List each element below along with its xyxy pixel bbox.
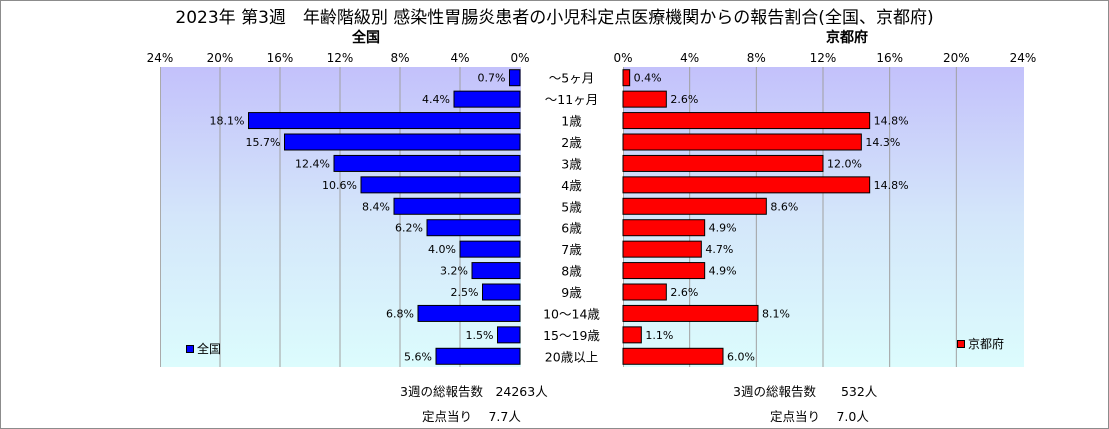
kyoto-legend: 京都府 [957, 335, 1004, 352]
kyoto-tick-label: 24% [1010, 51, 1037, 65]
kyoto-value-label: 8.6% [770, 200, 798, 213]
age-category-label: 2歳 [561, 135, 582, 150]
kyoto-bar [622, 240, 702, 258]
age-category-label: 6歳 [561, 221, 582, 236]
national-value-label: 4.0% [428, 243, 456, 256]
national-bar [509, 69, 521, 87]
chart-title: 2023年 第3週 年齢階級別 感染性胃腸炎患者の小児科定点医療機関からの報告割… [175, 8, 934, 28]
age-category-label: 9歳 [561, 285, 582, 300]
kyoto-legend-label: 京都府 [968, 337, 1005, 351]
kyoto-value-label: 2.6% [670, 93, 698, 106]
kyoto-panel-title: 京都府 [826, 30, 868, 46]
kyoto-tick-label: 8% [747, 51, 766, 65]
national-panel-title: 全国 [352, 30, 380, 46]
national-bar [248, 112, 521, 130]
kyoto-legend-swatch [957, 339, 965, 348]
national-value-label: 0.7% [478, 72, 506, 85]
kyoto-value-label: 14.8% [874, 179, 909, 192]
age-category-label: 1歳 [561, 114, 582, 129]
kyoto-tick-label: 20% [943, 51, 970, 65]
kyoto-value-label: 0.4% [634, 72, 662, 85]
national-total-reports: 3週の総報告数 24263人 [400, 384, 548, 399]
kyoto-value-label: 4.9% [709, 222, 737, 235]
age-category-label: 10～14歳 [543, 306, 600, 321]
national-tick-label: 12% [327, 51, 354, 65]
national-legend-label: 全国 [197, 342, 222, 356]
kyoto-bar [622, 219, 706, 237]
age-category-label: ～5ヶ月 [549, 71, 594, 86]
kyoto-bar [622, 112, 871, 130]
national-value-label: 5.6% [404, 350, 432, 363]
national-value-label: 6.8% [386, 307, 414, 320]
kyoto-value-label: 6.0% [727, 350, 755, 363]
age-category-label: 15～19歳 [543, 328, 600, 343]
national-bar [360, 176, 521, 194]
national-value-label: 1.5% [466, 329, 494, 342]
national-value-label: 6.2% [395, 222, 423, 235]
national-bar [284, 133, 521, 151]
national-bar [435, 347, 521, 365]
kyoto-tick-label: 12% [810, 51, 837, 65]
national-tick-label: 8% [390, 51, 409, 65]
national-bar [471, 262, 521, 280]
kyoto-value-label: 14.3% [865, 136, 900, 149]
age-category-label: ～11ヶ月 [545, 92, 598, 107]
kyoto-bar [622, 326, 642, 344]
kyoto-bar [622, 262, 706, 280]
kyoto-value-label: 4.9% [709, 265, 737, 278]
national-tick-label: 20% [207, 51, 234, 65]
national-bar [393, 197, 521, 215]
age-category-label: 8歳 [561, 264, 582, 279]
kyoto-bar [622, 176, 871, 194]
age-category-label: 20歳以上 [545, 349, 598, 364]
age-category-label: 7歳 [561, 242, 582, 257]
kyoto-bar [622, 133, 862, 151]
national-value-label: 2.5% [451, 286, 479, 299]
national-value-label: 10.6% [322, 179, 357, 192]
kyoto-bar [622, 197, 767, 215]
national-bar [453, 90, 521, 108]
national-tick-label: 24% [147, 51, 174, 65]
kyoto-bar [622, 304, 759, 322]
kyoto-value-label: 4.7% [705, 243, 733, 256]
kyoto-bar [622, 69, 631, 87]
national-legend: 全国 [186, 340, 221, 357]
national-value-label: 15.7% [246, 136, 281, 149]
kyoto-value-label: 1.1% [645, 329, 673, 342]
kyoto-value-label: 2.6% [670, 286, 698, 299]
national-bar [482, 283, 521, 301]
kyoto-per-sentinel: 定点当り 7.0人 [770, 409, 869, 424]
kyoto-bar [622, 90, 667, 108]
age-category-label: 3歳 [561, 156, 582, 171]
national-value-label: 12.4% [295, 157, 330, 170]
kyoto-total-reports: 3週の総報告数 532人 [733, 384, 878, 399]
kyoto-tick-label: 4% [680, 51, 699, 65]
kyoto-bar [622, 154, 824, 172]
kyoto-tick-label: 16% [876, 51, 903, 65]
kyoto-value-label: 12.0% [827, 157, 862, 170]
age-category-label: 4歳 [561, 178, 582, 193]
kyoto-tick-label: 0% [613, 51, 632, 65]
national-bar [426, 219, 521, 237]
national-value-label: 3.2% [440, 265, 468, 278]
national-value-label: 8.4% [362, 200, 390, 213]
age-category-label: 5歳 [561, 199, 582, 214]
kyoto-value-label: 14.8% [874, 115, 909, 128]
national-bar [417, 304, 521, 322]
national-per-sentinel: 定点当り 7.7人 [422, 409, 521, 424]
national-legend-swatch [186, 344, 194, 353]
kyoto-bar [622, 347, 724, 365]
kyoto-bar [622, 283, 667, 301]
national-tick-label: 0% [510, 51, 529, 65]
national-bar [333, 154, 521, 172]
national-tick-label: 16% [267, 51, 294, 65]
national-bar [459, 240, 521, 258]
kyoto-value-label: 8.1% [762, 307, 790, 320]
national-value-label: 4.4% [422, 93, 450, 106]
national-tick-label: 4% [450, 51, 469, 65]
national-bar [497, 326, 521, 344]
national-value-label: 18.1% [210, 115, 245, 128]
